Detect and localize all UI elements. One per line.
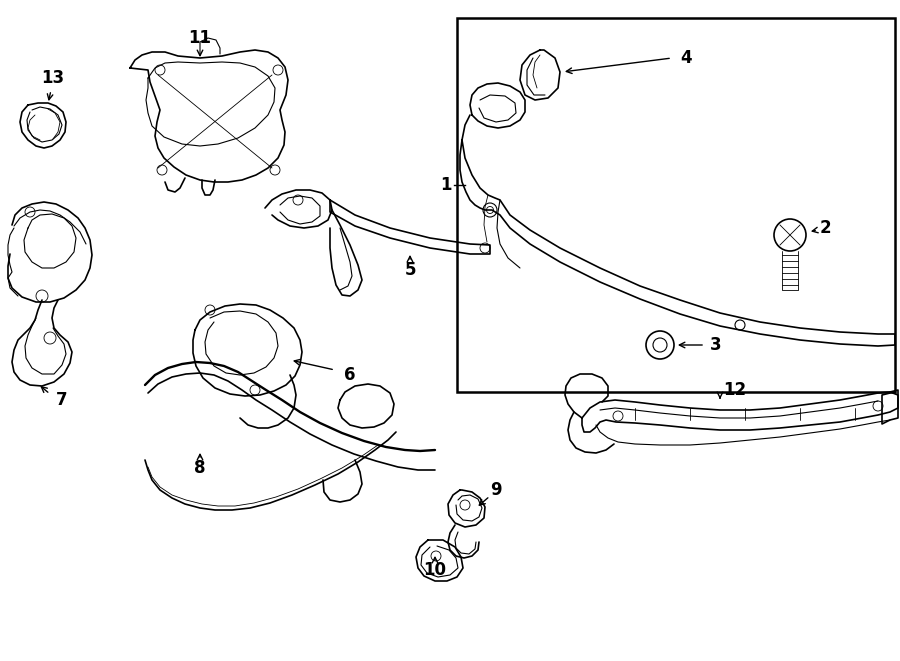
Bar — [457, 18, 895, 392]
Text: 13: 13 — [41, 69, 65, 87]
Text: 5: 5 — [404, 261, 416, 279]
Text: 9: 9 — [490, 481, 501, 499]
Text: 2: 2 — [820, 219, 832, 237]
Text: 10: 10 — [424, 561, 446, 579]
Text: 11: 11 — [188, 29, 212, 47]
Text: 4: 4 — [680, 49, 691, 67]
Text: 7: 7 — [56, 391, 68, 409]
Text: 8: 8 — [194, 459, 206, 477]
Text: 1: 1 — [440, 176, 452, 194]
Text: 6: 6 — [344, 366, 356, 384]
Text: 12: 12 — [724, 381, 747, 399]
Text: 3: 3 — [710, 336, 722, 354]
